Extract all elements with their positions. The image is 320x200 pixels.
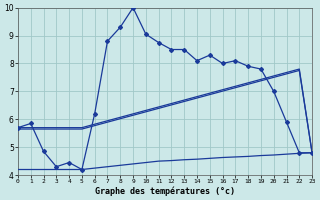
X-axis label: Graphe des températures (°c): Graphe des températures (°c) — [95, 186, 235, 196]
